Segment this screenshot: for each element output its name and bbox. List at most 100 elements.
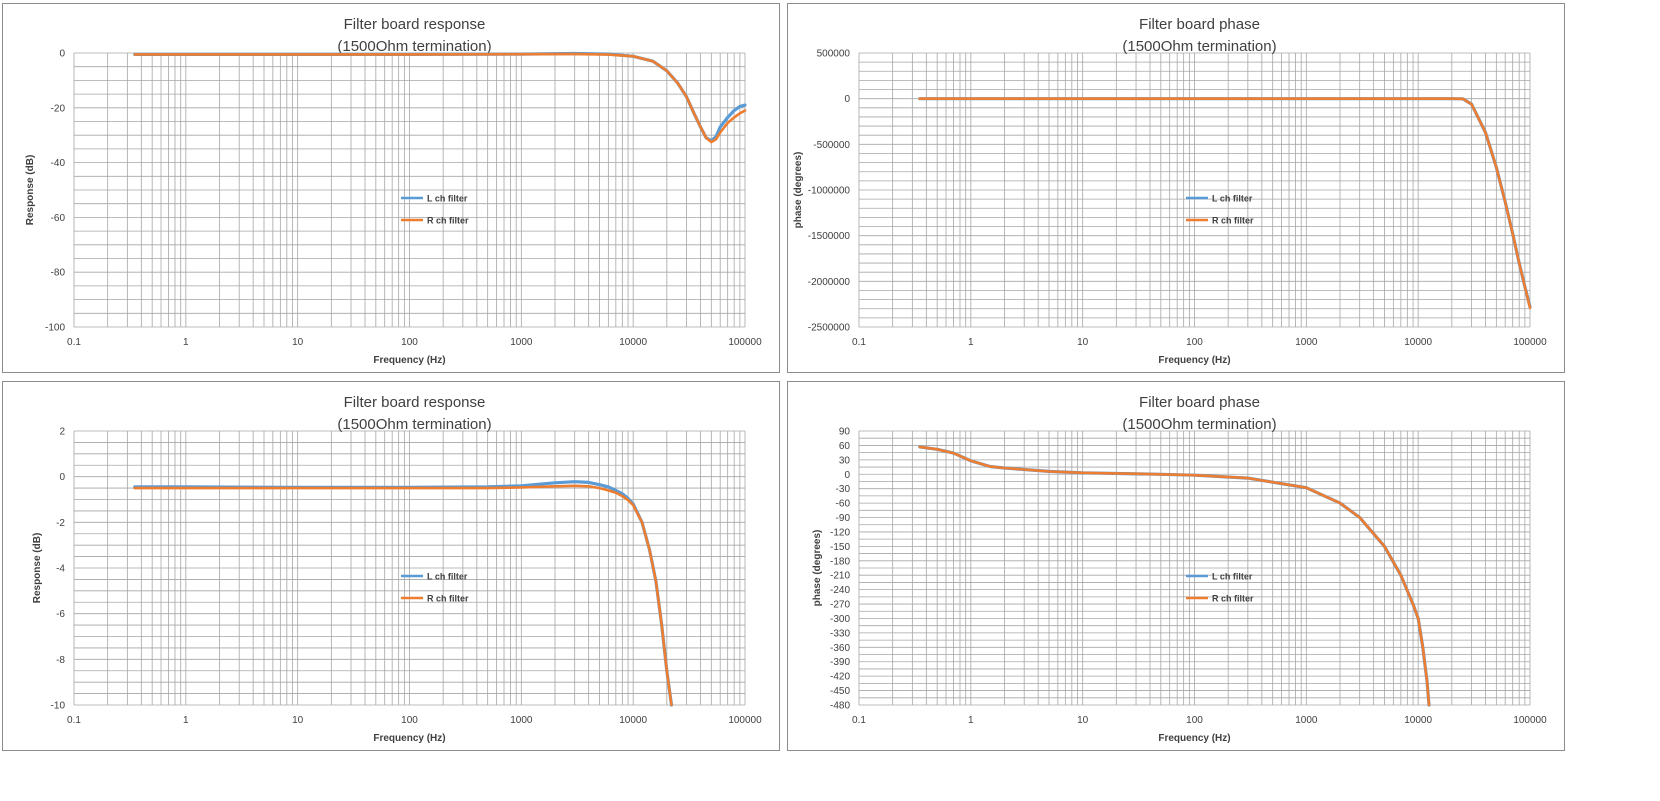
- y-tick-label: -360: [830, 643, 850, 654]
- y-tick-label: -20: [51, 103, 66, 114]
- legend-label-l-ch: L ch filter: [427, 572, 468, 582]
- y-tick-label: 90: [839, 427, 851, 438]
- x-tick-label: 1000: [510, 337, 533, 348]
- y-tick-label: -150: [830, 542, 850, 553]
- chart-title: Filter board phase: [1139, 394, 1260, 411]
- chart-subtitle: (1500Ohm termination): [1122, 38, 1276, 55]
- y-tick-label: -60: [836, 499, 851, 510]
- chart-phase-full: Filter board phase (1500Ohm termination) 5…: [787, 3, 1565, 373]
- y-tick-label: 0: [844, 94, 850, 105]
- y-tick-label: 0: [844, 470, 850, 481]
- y-tick-label: -270: [830, 600, 850, 611]
- series-line-r-ch: [918, 445, 1431, 707]
- y-tick-label: 0: [59, 49, 65, 60]
- x-tick-label: 100: [401, 715, 418, 726]
- chart-svg: Filter board response (1500Ohm terminatio…: [32, 394, 762, 744]
- y-tick-label: -2: [56, 518, 65, 529]
- y-tick-label: 30: [839, 455, 851, 466]
- y-tick-label: -80: [51, 268, 66, 279]
- x-tick-label: 1: [183, 715, 189, 726]
- x-tick-label: 10000: [1404, 337, 1432, 348]
- x-tick-label: 10: [292, 337, 304, 348]
- x-tick-label: 1000: [1295, 337, 1318, 348]
- y-tick-label: -4: [56, 564, 65, 575]
- y-tick-label: -330: [830, 628, 850, 639]
- legend-label-l-ch: L ch filter: [1212, 194, 1253, 204]
- chart-response-full: Filter board response (1500Ohm terminatio…: [2, 3, 780, 373]
- y-tick-label: -420: [830, 672, 850, 683]
- y-tick-label: -1500000: [808, 231, 851, 242]
- x-tick-label: 0.1: [852, 337, 866, 348]
- x-tick-label: 100000: [728, 715, 762, 726]
- x-tick-label: 10000: [1404, 715, 1432, 726]
- y-tick-label: -30: [836, 484, 851, 495]
- y-tick-label: -2000000: [808, 277, 851, 288]
- x-tick-label: 10000: [619, 715, 647, 726]
- y-tick-label: -120: [830, 527, 850, 538]
- y-tick-label: -240: [830, 585, 850, 596]
- x-tick-label: 10: [1077, 337, 1089, 348]
- x-axis-label: Frequency (Hz): [1158, 733, 1230, 744]
- chart-svg: Filter board phase (1500Ohm termination) 5…: [793, 16, 1547, 366]
- x-tick-label: 10: [1077, 715, 1089, 726]
- chart-svg: Filter board phase (1500Ohm termination) 9…: [812, 394, 1547, 744]
- chart-title: Filter board response: [344, 394, 486, 411]
- y-axis-label: phase (degrees): [812, 530, 823, 607]
- x-tick-label: 10000: [619, 337, 647, 348]
- chart-phase-zoom: Filter board phase (1500Ohm termination) 9…: [787, 381, 1565, 751]
- x-axis-label: Frequency (Hz): [373, 355, 445, 366]
- x-tick-label: 1000: [1295, 715, 1318, 726]
- chart-response-zoom: Filter board response (1500Ohm terminatio…: [2, 381, 780, 751]
- y-tick-label: -90: [836, 513, 851, 524]
- x-tick-label: 1: [183, 337, 189, 348]
- chart-subtitle: (1500Ohm termination): [1122, 416, 1276, 433]
- y-tick-label: 0: [59, 472, 65, 483]
- x-axis-label: Frequency (Hz): [1158, 355, 1230, 366]
- y-tick-label: 500000: [817, 49, 851, 60]
- y-tick-label: -6: [56, 609, 65, 620]
- series-line-r-ch: [918, 97, 1532, 310]
- series-line-r-ch: [133, 52, 747, 144]
- x-tick-label: 100000: [1513, 715, 1547, 726]
- x-tick-label: 1: [968, 715, 974, 726]
- chart-subtitle: (1500Ohm termination): [337, 38, 491, 55]
- y-tick-label: -450: [830, 686, 850, 697]
- legend-label-r-ch: R ch filter: [427, 216, 469, 226]
- x-tick-label: 1: [968, 337, 974, 348]
- series-line-l-ch: [918, 445, 1431, 707]
- y-tick-label: -8: [56, 655, 65, 666]
- y-tick-label: -390: [830, 657, 850, 668]
- y-tick-label: -1000000: [808, 186, 851, 197]
- y-tick-label: -10: [51, 701, 66, 712]
- legend-label-l-ch: L ch filter: [427, 194, 468, 204]
- legend-label-l-ch: L ch filter: [1212, 572, 1253, 582]
- y-tick-label: 2: [59, 427, 65, 438]
- chart-title: Filter board response: [344, 16, 486, 33]
- legend-label-r-ch: R ch filter: [427, 594, 469, 604]
- x-tick-label: 100: [1186, 715, 1203, 726]
- y-tick-label: -40: [51, 158, 66, 169]
- y-axis-label: Response (dB): [32, 533, 43, 604]
- x-tick-label: 100: [1186, 337, 1203, 348]
- x-axis-label: Frequency (Hz): [373, 733, 445, 744]
- y-tick-label: -480: [830, 701, 850, 712]
- y-tick-label: -2500000: [808, 323, 851, 334]
- x-tick-label: 100000: [1513, 337, 1547, 348]
- y-tick-label: -300: [830, 614, 850, 625]
- y-axis-label: Response (dB): [25, 155, 36, 226]
- chart-title: Filter board phase: [1139, 16, 1260, 33]
- x-tick-label: 100000: [728, 337, 762, 348]
- chart-svg: Filter board response (1500Ohm terminatio…: [25, 16, 762, 366]
- y-tick-label: -180: [830, 556, 850, 567]
- x-tick-label: 0.1: [852, 715, 866, 726]
- series-line-l-ch: [133, 480, 674, 707]
- series-line-r-ch: [133, 484, 673, 707]
- legend-label-r-ch: R ch filter: [1212, 594, 1254, 604]
- y-tick-label: 60: [839, 441, 851, 452]
- y-tick-label: -210: [830, 571, 850, 582]
- x-tick-label: 1000: [510, 715, 533, 726]
- chart-subtitle: (1500Ohm termination): [337, 416, 491, 433]
- x-tick-label: 10: [292, 715, 304, 726]
- y-tick-label: -500000: [813, 140, 850, 151]
- x-tick-label: 0.1: [67, 715, 81, 726]
